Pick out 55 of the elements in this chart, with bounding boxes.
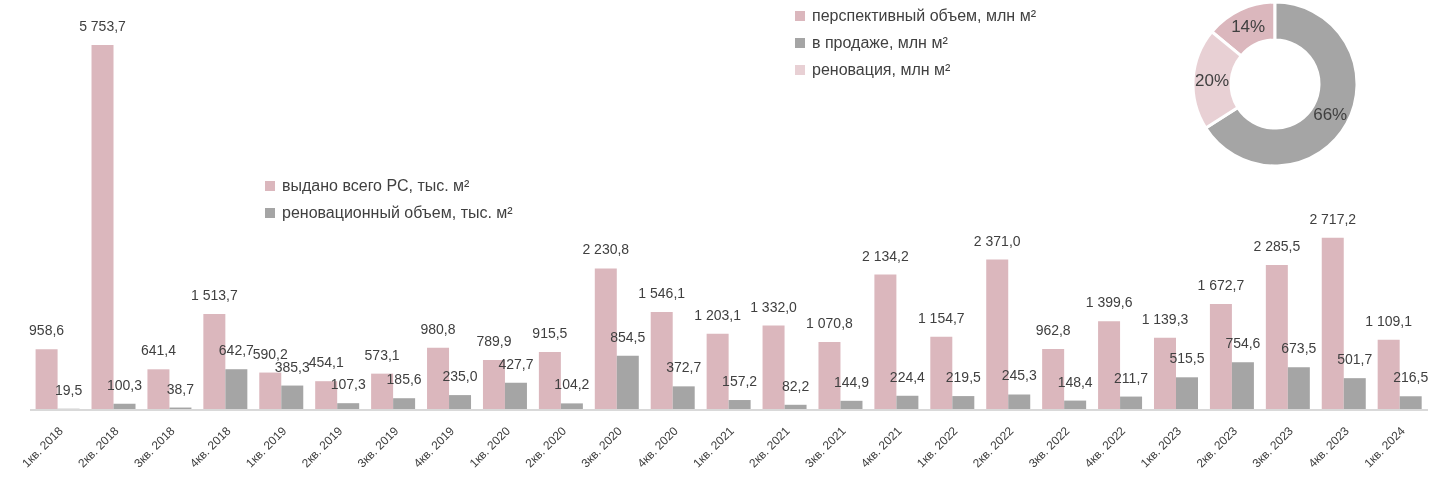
data-label: 211,7	[1114, 369, 1149, 386]
data-label: 2 134,2	[862, 247, 909, 264]
data-label: 1 332,0	[750, 298, 798, 315]
data-label: 14%	[1231, 17, 1266, 37]
data-label: 980,8	[420, 320, 456, 337]
data-label: 66%	[1313, 104, 1348, 124]
data-label: 148,4	[1057, 373, 1093, 390]
legend-label: в продаже, млн м²	[812, 33, 948, 53]
data-label: 20%	[1195, 70, 1230, 90]
data-label: 1 154,7	[917, 309, 965, 326]
data-label: 2 371,0	[973, 232, 1021, 249]
data-label: 1 070,8	[806, 315, 854, 332]
data-label: 107,3	[330, 376, 366, 393]
data-label: 1 203,1	[694, 306, 742, 323]
data-label: 1 546,1	[638, 284, 686, 301]
data-label: 216,5	[1393, 369, 1429, 386]
data-label: 1 139,3	[1141, 310, 1189, 327]
data-label: 185,6	[386, 371, 422, 388]
data-label: 958,6	[29, 322, 65, 339]
data-label: 1 513,7	[190, 286, 238, 303]
data-label: 854,5	[610, 328, 646, 345]
legend-label: выдано всего РС, тыс. м²	[282, 176, 470, 196]
data-label: 454,1	[308, 354, 344, 371]
data-label: 573,1	[364, 346, 400, 363]
data-label: 789,9	[476, 332, 512, 349]
data-label: 219,5	[945, 369, 982, 386]
data-label: 235,0	[442, 368, 478, 385]
data-label: 19,5	[54, 381, 83, 398]
data-label: 5 753,7	[79, 18, 127, 34]
data-label: 372,7	[666, 359, 702, 376]
data-label: 157,2	[722, 373, 758, 390]
data-label: 2 285,5	[1253, 238, 1301, 255]
data-label: 754,6	[1225, 335, 1261, 352]
data-label: 2 230,8	[582, 241, 630, 258]
data-label: 915,5	[532, 324, 568, 341]
data-label: 100,3	[106, 376, 143, 393]
data-label: 38,7	[166, 380, 195, 397]
data-label: 673,5	[1281, 340, 1317, 357]
legend-label: перспективный объем, млн м²	[812, 6, 1036, 26]
data-label: 104,2	[554, 376, 590, 393]
data-label: 1 672,7	[1197, 276, 1245, 293]
data-label: 1 399,6	[1085, 294, 1133, 311]
data-label: 962,8	[1035, 321, 1071, 338]
legend-label: реновационный объем, тыс. м²	[282, 203, 513, 223]
data-label: 501,7	[1337, 351, 1373, 368]
data-label: 245,3	[1001, 367, 1037, 384]
data-label: 224,4	[889, 368, 926, 385]
data-label: 82,2	[781, 377, 810, 394]
data-label: 144,9	[833, 373, 870, 390]
data-label: 641,4	[140, 342, 177, 359]
data-label: 515,5	[1169, 350, 1205, 367]
data-label: 427,7	[498, 355, 534, 372]
data-label: 2 717,2	[1309, 210, 1357, 227]
legend-label: реновация, млн м²	[812, 60, 951, 80]
data-label: 1 109,1	[1365, 312, 1413, 329]
